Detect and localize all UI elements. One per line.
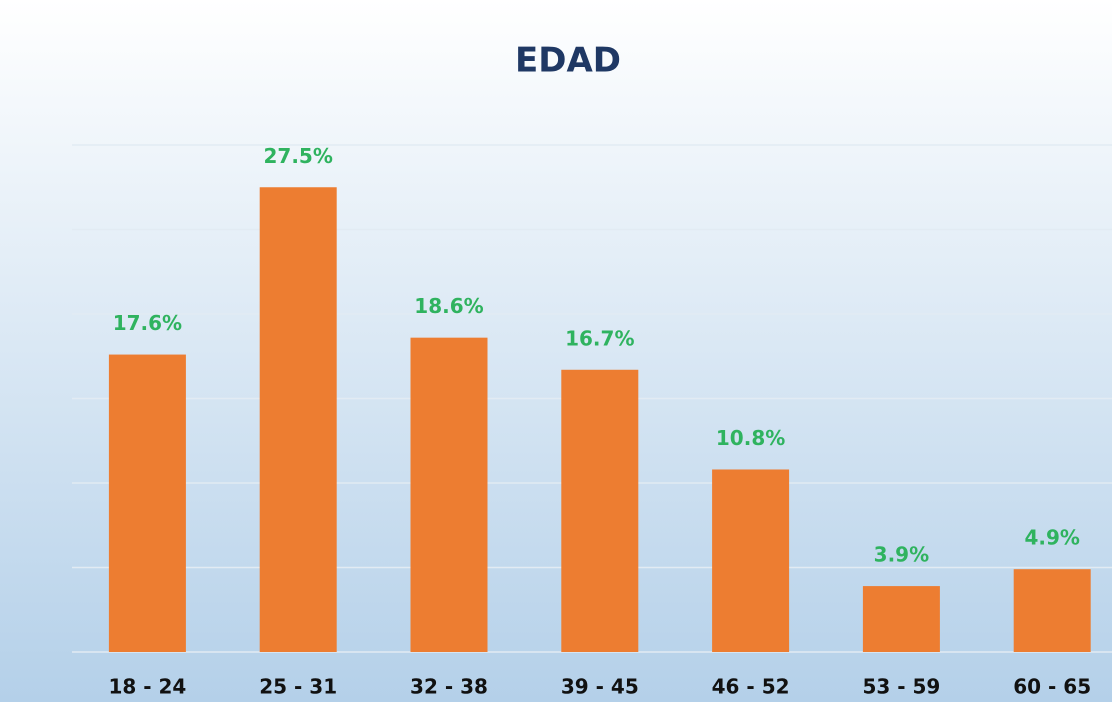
x-tick-label: 60 - 65 <box>1013 675 1091 699</box>
data-label: 3.9% <box>874 543 929 567</box>
x-tick-label: 18 - 24 <box>108 675 186 699</box>
bar <box>108 354 186 652</box>
x-tick-label: 53 - 59 <box>862 675 940 699</box>
data-label: 27.5% <box>264 144 333 168</box>
x-tick-label: 25 - 31 <box>259 675 337 699</box>
bar <box>410 337 488 652</box>
bar <box>1013 569 1091 652</box>
x-tick-label: 32 - 38 <box>410 675 488 699</box>
data-label: 10.8% <box>716 426 785 450</box>
x-tick-label: 46 - 52 <box>712 675 790 699</box>
x-tick-label: 39 - 45 <box>561 675 639 699</box>
bar <box>561 369 639 652</box>
chart-title: EDAD <box>515 41 621 81</box>
data-label: 18.6% <box>414 294 483 318</box>
data-label: 17.6% <box>113 311 182 335</box>
bar <box>259 187 337 652</box>
data-label: 16.7% <box>565 326 634 350</box>
data-label: 4.9% <box>1024 526 1079 550</box>
bar <box>712 469 790 652</box>
bar <box>862 586 940 652</box>
